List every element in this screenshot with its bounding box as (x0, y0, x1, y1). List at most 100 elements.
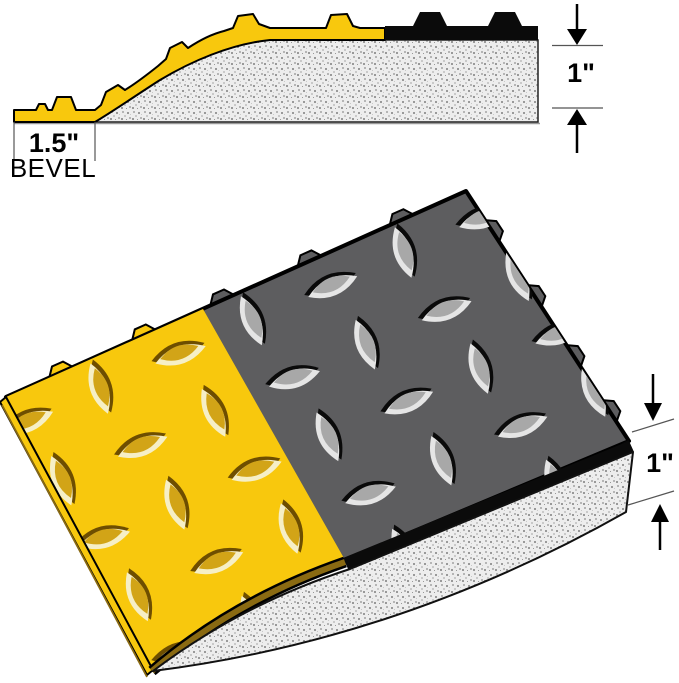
diamond-tread (642, 339, 679, 374)
diamond-tread (0, 342, 4, 384)
diamond-tread (5, 241, 47, 300)
diamond-tread (54, 460, 72, 498)
diamond-tread (528, 615, 587, 650)
diamond-tread (0, 342, 4, 384)
diamond-tread-mark (164, 475, 190, 530)
diamond-tread (577, 232, 617, 249)
diamond-tread (654, 476, 679, 535)
diamond-tread (278, 206, 305, 249)
diamond-tread (341, 191, 395, 204)
diamond-tread-mark (430, 432, 456, 486)
diamond-tread-mark (73, 215, 133, 260)
diamond-tread (130, 309, 149, 314)
diamond-tread (0, 194, 19, 236)
diamond-tread-mark (266, 663, 320, 670)
diamond-tread-mark (153, 173, 201, 232)
diamond-tread (538, 620, 581, 645)
diamond-tread (77, 218, 133, 258)
diamond-tread (461, 637, 503, 683)
diamond-tread (122, 436, 160, 454)
diamond-tread-mark (354, 315, 380, 370)
diamond-tread-mark (73, 215, 133, 260)
diamond-tread-mark (528, 615, 588, 652)
cross-section-yellow-vinyl (13, 13, 386, 123)
diamond-tread (229, 152, 285, 189)
diamond-tread (359, 324, 376, 363)
diamond-tread (274, 667, 312, 670)
diamond-tread-mark (0, 333, 10, 393)
diamond-tread (0, 190, 17, 234)
diamond-tread-mark (612, 269, 654, 329)
diamond-tread (44, 312, 86, 344)
diamond-tread (566, 223, 625, 257)
diamond-tread-mark (468, 339, 494, 394)
diamond-tread (236, 460, 275, 477)
diamond-tread-mark (224, 149, 284, 190)
diamond-tread-mark (263, 656, 323, 683)
diamond-tread (569, 229, 623, 251)
diamond-tread (538, 620, 581, 645)
diamond-tread (0, 338, 7, 393)
diamond-tread (272, 201, 307, 257)
diamond-tread (118, 269, 157, 325)
diamond-tread (73, 215, 132, 257)
diamond-tread (203, 252, 244, 274)
mat-left-side-edge (0, 395, 155, 677)
diamond-tread-mark (569, 229, 624, 254)
bevel-callout: 1.5" BEVEL (10, 122, 96, 183)
diamond-tread (467, 646, 497, 683)
down-arrow-icon (567, 29, 587, 45)
diamond-tread (203, 252, 237, 269)
diamond-tread-mark (117, 265, 161, 325)
diamond-tread (280, 199, 304, 253)
diamond-tread-mark (186, 243, 246, 280)
perspective-diagram: 1" (0, 129, 679, 683)
diamond-tread-mark (88, 359, 114, 414)
diamond-tread (548, 191, 566, 202)
diamond-tread (203, 249, 243, 271)
diamond-tread-mark (392, 223, 418, 278)
mat-foam-front-face (152, 451, 634, 672)
diamond-tread-mark (536, 152, 577, 212)
diamond-tread (424, 129, 464, 188)
diamond-tread (77, 218, 133, 258)
diamond-tread (615, 568, 653, 627)
diamond-tread (652, 480, 679, 536)
diamond-tread (510, 257, 529, 294)
cross-section-diagram: 1.5" BEVEL 1" (10, 4, 603, 183)
diamond-tread-mark (153, 173, 201, 232)
dim-tick-bottom-side (627, 490, 675, 506)
diamond-tread (613, 573, 649, 629)
diamond-tread (0, 197, 10, 229)
diamond-tread (532, 619, 588, 652)
mat-front-vinyl-edge (343, 441, 634, 571)
diamond-tread (570, 227, 626, 259)
diamond-tread (224, 149, 283, 188)
diamond-tread (3, 245, 43, 301)
diamond-tread (429, 138, 458, 180)
diamond-tread (3, 245, 43, 301)
diamond-tread (620, 578, 647, 621)
diamond-tread-mark (458, 637, 502, 683)
diamond-tread (624, 280, 629, 318)
diamond-tread (10, 250, 40, 292)
diamond-tread (532, 619, 588, 652)
diamond-tread (82, 221, 124, 251)
diamond-tread (620, 578, 647, 621)
diamond-tread (39, 313, 89, 343)
diamond-tread (621, 272, 629, 324)
cross-section-black-vinyl (385, 12, 538, 40)
diamond-tread (350, 191, 389, 201)
diamond-tread (348, 179, 391, 206)
diamond-tread-mark (494, 412, 548, 438)
diamond-tread-mark (651, 176, 679, 236)
diamond-tread (40, 309, 95, 351)
diamond-tread-mark (265, 365, 320, 390)
diamond-tread (161, 183, 193, 225)
diamond-tread (544, 162, 572, 205)
diamond-tread-mark (619, 272, 629, 326)
diamond-tread-mark (50, 452, 76, 506)
diamond-tread (613, 573, 649, 629)
diamond-tread (0, 338, 7, 393)
diamond-tread (0, 194, 19, 236)
